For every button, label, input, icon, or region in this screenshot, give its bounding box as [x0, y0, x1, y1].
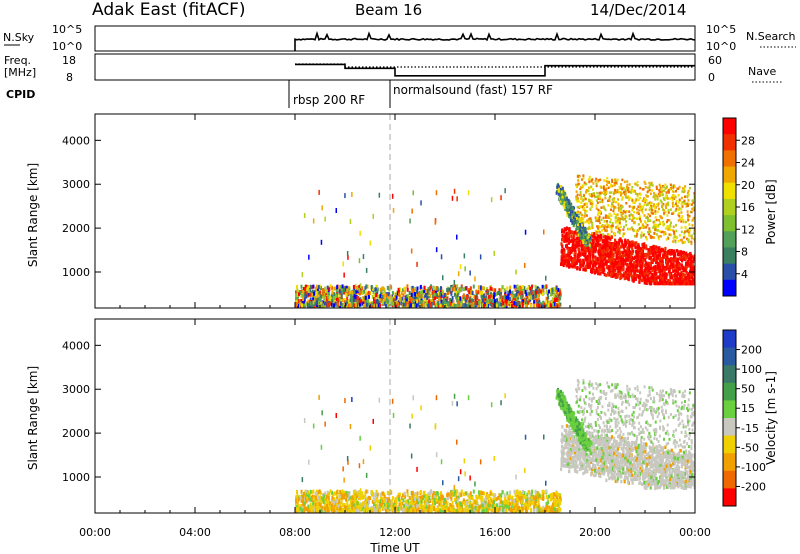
cpid-label: CPID	[6, 88, 35, 101]
beam-title: Beam 16	[355, 1, 422, 19]
power-colorbar: 28 24 20 16 12 8 4	[722, 117, 755, 297]
nsky-tick-bottom: 10^0	[52, 40, 82, 53]
velocity-panel: 1000 2000 3000 4000 Slant Range [km]	[26, 318, 696, 514]
freq-tick-bottom: 8	[66, 71, 73, 84]
nsearch-tick-bottom: 10^0	[706, 40, 736, 53]
colorbar-tick-label: 4	[741, 268, 748, 281]
nave-series	[295, 63, 695, 68]
x-tick-label: 20:00	[579, 526, 611, 539]
nsky-label: N.Sky	[3, 31, 35, 44]
power-panel: 1000 2000 3000 4000 Slant Range [km]	[26, 113, 696, 309]
colorbar-tick-label: 20	[741, 179, 755, 192]
freq-series	[295, 63, 695, 77]
nave-label: Nave	[748, 65, 776, 78]
cpid-row: CPID rbsp 200 RF normalsound (fast) 157 …	[6, 79, 695, 108]
y-tick-label: 3000	[62, 383, 90, 396]
x-tick-label: 00:00	[79, 526, 111, 539]
y-tick-label: 4000	[62, 134, 90, 147]
y-tick-label: 4000	[62, 339, 90, 352]
nsearch-label: N.Search	[746, 30, 796, 43]
nsearch-tick-top: 10^5	[706, 23, 736, 36]
x-tick-label: 00:00	[679, 526, 711, 539]
colorbar-tick-label: -200	[741, 480, 766, 493]
power-heatmap	[295, 174, 695, 308]
freq-label-line1: Freq.	[4, 54, 31, 67]
x-tick-label: 12:00	[379, 526, 411, 539]
x-tick-label: 04:00	[179, 526, 211, 539]
nsky-panel: N.Sky 10^5 10^0 10^5 10^0 N.Search	[3, 23, 796, 53]
colorbar-tick-label: -15	[741, 422, 759, 435]
nsky-tick-top: 10^5	[52, 23, 82, 36]
velocity-colorbar-label: Velocity [m s-1]	[764, 371, 778, 465]
colorbar-tick-label: -100	[741, 461, 766, 474]
velocity-colorbar: 200 100 50 15 -15 -50 -100 -200	[722, 329, 766, 507]
power-ylabel: Slant Range [km]	[26, 163, 40, 267]
colorbar-tick-label: 100	[741, 363, 762, 376]
y-tick-label: 1000	[62, 266, 90, 279]
power-colorbar-label: Power [dB]	[764, 179, 778, 244]
nave-tick-bottom: 0	[708, 71, 715, 84]
colorbar-tick-label: 8	[741, 246, 748, 259]
colorbar-tick-label: 50	[741, 383, 755, 396]
station-title: Adak East (fitACF)	[92, 0, 246, 20]
colorbar-tick-label: -50	[741, 441, 759, 454]
colorbar-tick-label: 28	[741, 134, 755, 147]
y-tick-label: 3000	[62, 178, 90, 191]
nsky-series	[294, 30, 696, 51]
freq-panel: Freq. [MHz] 18 8 60 0 Nave	[4, 53, 782, 84]
y-tick-label: 2000	[62, 427, 90, 440]
colorbar-tick-label: 12	[741, 223, 755, 236]
velocity-heatmap	[295, 378, 695, 513]
cpid-segment-1: rbsp 200 RF	[293, 93, 365, 107]
cpid-segment-2: normalsound (fast) 157 RF	[393, 83, 553, 97]
colorbar-tick-label: 24	[741, 157, 755, 170]
x-axis-label: Time UT	[369, 541, 420, 554]
y-tick-label: 1000	[62, 471, 90, 484]
colorbar-tick-label: 200	[741, 344, 762, 357]
y-tick-label: 2000	[62, 222, 90, 235]
colorbar-tick-label: 15	[741, 402, 755, 415]
x-tick-label: 16:00	[479, 526, 511, 539]
freq-label-line2: [MHz]	[4, 66, 36, 79]
nave-tick-top: 60	[708, 54, 722, 67]
velocity-ylabel: Slant Range [km]	[26, 366, 40, 470]
date-title: 14/Dec/2014	[590, 1, 686, 19]
colorbar-tick-label: 16	[741, 201, 755, 214]
x-tick-label: 08:00	[279, 526, 311, 539]
freq-tick-top: 18	[62, 54, 76, 67]
